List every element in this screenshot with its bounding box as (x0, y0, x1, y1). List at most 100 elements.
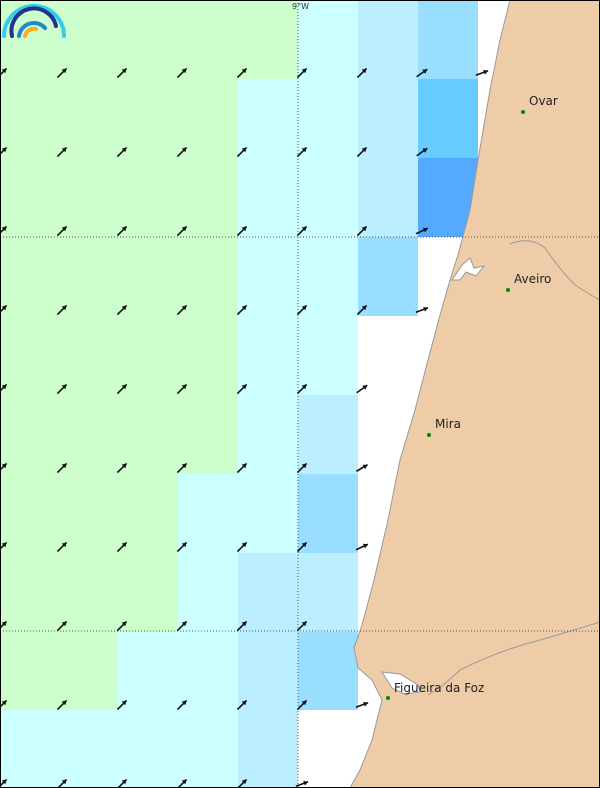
wave-height-cell (298, 237, 358, 316)
wind-arrow-icon (236, 67, 248, 79)
wave-height-cell (118, 474, 178, 553)
city-label-aveiro: Aveiro (514, 272, 552, 286)
wave-height-cell (298, 395, 358, 474)
wind-arrow-icon (236, 225, 248, 237)
wave-height-cell (238, 237, 298, 316)
wave-height-cell (58, 158, 118, 237)
wave-height-cell (358, 79, 418, 158)
wave-height-cell (178, 0, 238, 79)
wind-arrow-icon (355, 701, 369, 708)
wave-height-cell (58, 79, 118, 158)
wave-height-cell (58, 474, 118, 553)
wave-height-cell (358, 316, 418, 395)
wind-arrow-icon (356, 146, 368, 158)
wind-arrow-icon (0, 699, 8, 709)
wind-arrow-icon (0, 67, 8, 77)
wave-height-cell (118, 237, 178, 316)
wind-arrow-icon (56, 225, 68, 237)
wave-height-cell (58, 395, 118, 474)
wind-arrow-icon (116, 304, 128, 316)
wave-height-cell (358, 158, 418, 237)
wave-height-cell (178, 158, 238, 237)
wave-height-cell (418, 0, 478, 79)
wave-height-cell (0, 237, 58, 316)
wave-height-cell (0, 632, 58, 710)
wind-arrow-icon (56, 383, 68, 395)
wind-arrow-icon (296, 304, 308, 316)
wave-height-cell (178, 395, 238, 474)
wind-arrow-icon (56, 304, 68, 316)
wave-height-cell (298, 710, 358, 788)
wind-arrow-icon (356, 67, 368, 79)
wind-arrow-icon (116, 67, 128, 79)
wave-height-cell (238, 474, 298, 553)
wind-arrow-icon (56, 462, 68, 474)
wind-arrow-icon (236, 304, 248, 316)
wind-arrow-icon (116, 778, 128, 788)
wind-arrow-icon (416, 147, 428, 157)
wave-height-cell (298, 474, 358, 553)
wave-height-cell (238, 316, 298, 395)
wind-arrow-icon (296, 541, 308, 553)
city-marker (521, 110, 525, 114)
wave-height-cell (178, 79, 238, 158)
wind-arrow-icon (176, 67, 188, 79)
wind-arrow-icon (0, 462, 8, 472)
wind-arrow-icon (236, 462, 248, 474)
wind-arrow-icon (56, 146, 68, 158)
wind-arrow-icon (296, 225, 308, 237)
wind-arrow-icon (116, 146, 128, 158)
aveiro-lagoon (451, 257, 486, 281)
wave-height-cell (0, 316, 58, 395)
wind-arrow-icon (236, 146, 248, 158)
land-mass (349, 0, 600, 788)
wind-arrow-icon (236, 383, 248, 395)
wind-arrow-icon (236, 699, 248, 711)
wind-arrow-icon (296, 462, 308, 474)
wave-height-cell (0, 79, 58, 158)
mondego-estuary (381, 671, 421, 695)
wind-arrow-icon (176, 146, 188, 158)
wave-height-cell (358, 0, 418, 79)
wave-height-cell (178, 710, 238, 788)
wind-arrow-icon (0, 304, 8, 314)
river (509, 240, 600, 301)
wind-arrow-icon (236, 778, 248, 788)
wave-height-cell (178, 553, 238, 632)
wind-arrow-icon (475, 69, 489, 76)
wind-arrow-icon (176, 383, 188, 395)
wind-arrow-icon (116, 462, 128, 474)
wave-height-cell (238, 158, 298, 237)
wave-height-cell (178, 237, 238, 316)
wave-height-cell (298, 553, 358, 632)
wind-arrow-icon (415, 227, 429, 235)
wave-height-cell (178, 632, 238, 710)
wind-arrow-icon (296, 699, 308, 711)
wind-arrow-icon (296, 146, 308, 158)
wave-height-cell (118, 158, 178, 237)
wave-height-cell (0, 710, 58, 788)
city-marker (386, 696, 390, 700)
wave-height-cell (0, 474, 58, 553)
wind-arrow-icon (116, 620, 128, 632)
wind-arrow-icon (116, 225, 128, 237)
city-marker (506, 288, 510, 292)
wind-arrow-icon (415, 306, 429, 313)
wind-arrow-icon (355, 464, 369, 472)
logo-icon (2, 4, 66, 38)
wave-height-cell (238, 79, 298, 158)
wind-arrow-icon (296, 620, 308, 632)
wind-arrow-icon (56, 67, 68, 79)
river (427, 621, 600, 696)
wave-height-cell (238, 710, 298, 788)
wind-arrow-icon (116, 541, 128, 553)
wave-height-cell (58, 237, 118, 316)
wind-arrow-icon (0, 225, 8, 235)
wave-height-cell (58, 710, 118, 788)
wave-height-cell (118, 632, 178, 710)
wind-arrow-icon (0, 620, 8, 630)
wind-arrow-icon (116, 383, 128, 395)
wave-height-cell (298, 0, 358, 79)
wind-arrow-icon (356, 225, 368, 237)
